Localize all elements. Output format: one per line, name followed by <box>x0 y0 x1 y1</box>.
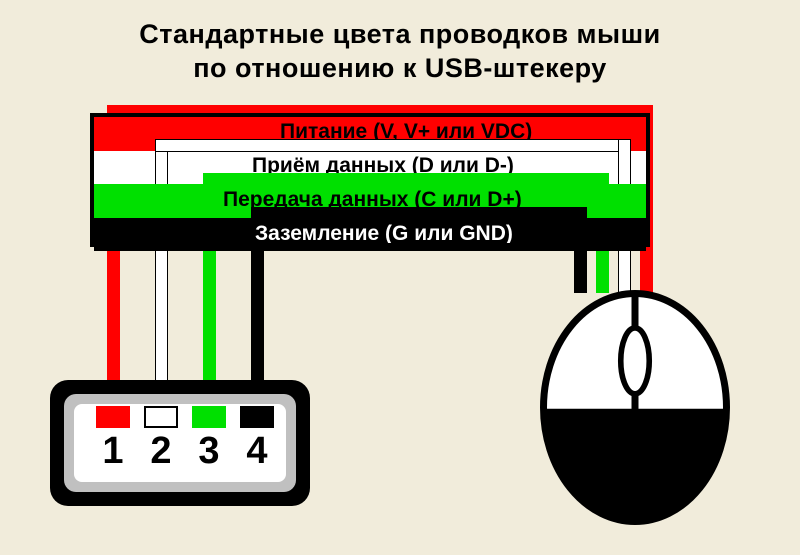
usb-pin-number-3: 3 <box>188 430 230 473</box>
wire-label-ground: Заземление (G или GND) <box>255 222 513 246</box>
usb-pin-2 <box>144 406 178 428</box>
wire-ground-v2 <box>574 207 587 293</box>
mouse-illustration <box>540 290 730 525</box>
wire-data+-v1 <box>203 173 216 406</box>
usb-pin-4 <box>240 406 274 428</box>
wire-data--v1 <box>155 139 168 406</box>
usb-pin-number-1: 1 <box>92 430 134 473</box>
wire-power-h <box>107 105 654 118</box>
wire-ground-h <box>251 207 588 220</box>
usb-pin-number-2: 2 <box>140 430 182 473</box>
usb-pin-1 <box>96 406 130 428</box>
wire-data--h <box>155 139 632 152</box>
usb-pin-3 <box>192 406 226 428</box>
usb-pin-number-4: 4 <box>236 430 278 473</box>
wire-data+-h <box>203 173 610 186</box>
wiring-diagram: Питание (V, V+ или VDC)Приём данных (D и… <box>0 0 800 555</box>
usb-connector: 1234 <box>50 380 310 506</box>
